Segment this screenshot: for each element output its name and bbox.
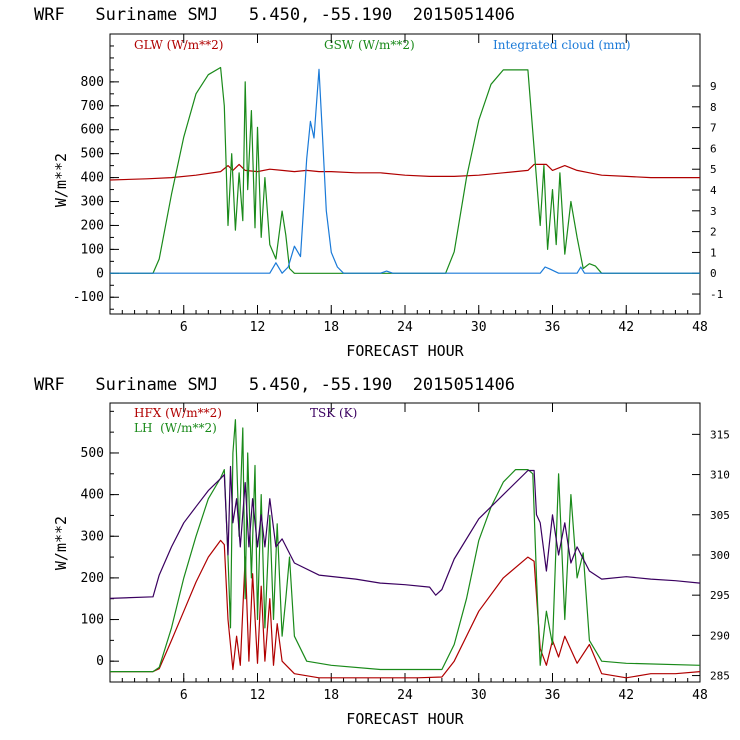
y2-tick-label: 5 <box>710 163 717 176</box>
y2-tick-label: 9 <box>710 80 717 93</box>
x-axis-label: FORECAST HOUR <box>346 710 464 728</box>
x-tick-label: 30 <box>471 688 487 703</box>
series-lines <box>109 66 700 274</box>
chart-title: WRF Suriname SMJ 5.450, -55.190 20150514… <box>34 5 515 25</box>
y-tick-label: 400 <box>81 488 104 503</box>
x-tick-label: 42 <box>618 320 634 335</box>
y-tick-label: 800 <box>81 75 104 90</box>
y-axis-label: W/m**2 <box>52 153 70 207</box>
series-tsk <box>109 465 701 599</box>
x-tick-label: 24 <box>397 688 413 703</box>
y2-tick-label: 295 <box>710 589 730 602</box>
y2-tick-label: 7 <box>710 122 717 135</box>
y2-tick-label: 285 <box>710 670 730 683</box>
series-glw <box>109 163 700 181</box>
y2-tick-label: 0 <box>710 267 717 280</box>
y-tick-label: 700 <box>81 99 104 114</box>
y2-tick-label: 8 <box>710 101 717 114</box>
x-tick-label: 18 <box>323 688 339 703</box>
y2-tick-label: 6 <box>710 142 717 155</box>
y-tick-label: 200 <box>81 571 104 586</box>
y2-tick-label: 4 <box>710 184 717 197</box>
x-tick-label: 6 <box>180 320 188 335</box>
y-tick-label: 0 <box>96 266 104 281</box>
y-tick-label: 500 <box>81 446 104 461</box>
x-tick-label: 12 <box>250 320 266 335</box>
series-lh <box>110 419 701 673</box>
x-tick-label: 36 <box>545 320 561 335</box>
series-lines <box>109 419 701 679</box>
y2-tick-label: 305 <box>710 509 730 522</box>
series-gsw <box>110 66 700 274</box>
y-tick-label: 500 <box>81 147 104 162</box>
legend-gsw: GSW (W/m**2) <box>324 38 415 52</box>
axis-ticks: 6 12 18 24 30 36 42 48 0 100 200 300 400 500 285 290 295… <box>81 403 730 703</box>
y2-tick-label: 1 <box>710 246 717 259</box>
x-tick-label: 18 <box>323 320 339 335</box>
y2-tick-label: 3 <box>710 205 717 218</box>
y2-tick-label: 310 <box>710 469 730 482</box>
y-tick-label: 300 <box>81 195 104 210</box>
legend-hfx: HFX (W/m**2) <box>134 406 222 420</box>
chart-top: WRF Suriname SMJ 5.450, -55.190 20150514… <box>34 5 723 360</box>
x-tick-label: 6 <box>180 688 188 703</box>
x-tick-label: 12 <box>250 688 266 703</box>
axis-ticks: 6 12 18 24 30 36 42 48-100010020030040050060070… <box>73 34 723 335</box>
y-tick-label: 100 <box>81 613 104 628</box>
y-tick-label: -100 <box>73 290 104 305</box>
series-hfx <box>110 539 701 679</box>
chart-bottom: WRF Suriname SMJ 5.450, -55.190 20150514… <box>34 375 730 728</box>
y2-tick-label: 315 <box>710 428 730 441</box>
y2-tick-label: 300 <box>710 549 730 562</box>
y-axis-label: W/m**2 <box>52 516 70 570</box>
y2-tick-label: 290 <box>710 629 730 642</box>
x-tick-label: 48 <box>692 688 708 703</box>
x-axis-label: FORECAST HOUR <box>346 342 464 360</box>
y2-tick-label: -1 <box>710 288 723 301</box>
y2-tick-label: 2 <box>710 226 717 239</box>
chart-title: WRF Suriname SMJ 5.450, -55.190 20150514… <box>34 375 515 395</box>
x-tick-label: 30 <box>471 320 487 335</box>
x-tick-label: 48 <box>692 320 708 335</box>
series-integrated-cloud <box>110 68 700 274</box>
y-tick-label: 0 <box>96 654 104 669</box>
y-tick-label: 100 <box>81 242 104 257</box>
x-tick-label: 36 <box>545 688 561 703</box>
legend-cloud: Integrated cloud (mm) <box>493 38 631 52</box>
legend-lh: LH (W/m**2) <box>134 421 217 435</box>
plot-frame <box>109 33 701 315</box>
legend-tsk: TSK (K) <box>310 406 357 420</box>
y-tick-label: 600 <box>81 123 104 138</box>
legend-glw: GLW (W/m**2) <box>134 38 223 52</box>
x-tick-label: 24 <box>397 320 413 335</box>
x-tick-label: 42 <box>618 688 634 703</box>
y-tick-label: 200 <box>81 218 104 233</box>
plot-frame <box>109 402 701 683</box>
y-tick-label: 300 <box>81 529 104 544</box>
y-tick-label: 400 <box>81 171 104 186</box>
